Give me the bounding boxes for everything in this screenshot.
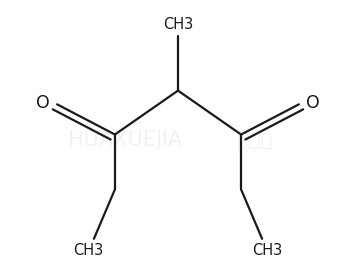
Text: O: O	[306, 94, 320, 112]
Text: CH3: CH3	[163, 17, 193, 32]
Text: O: O	[36, 94, 50, 112]
Text: 化学加: 化学加	[237, 130, 273, 150]
Text: HUAXUEJIA: HUAXUEJIA	[68, 130, 183, 150]
Text: CH3: CH3	[73, 243, 104, 258]
Text: CH3: CH3	[252, 243, 283, 258]
